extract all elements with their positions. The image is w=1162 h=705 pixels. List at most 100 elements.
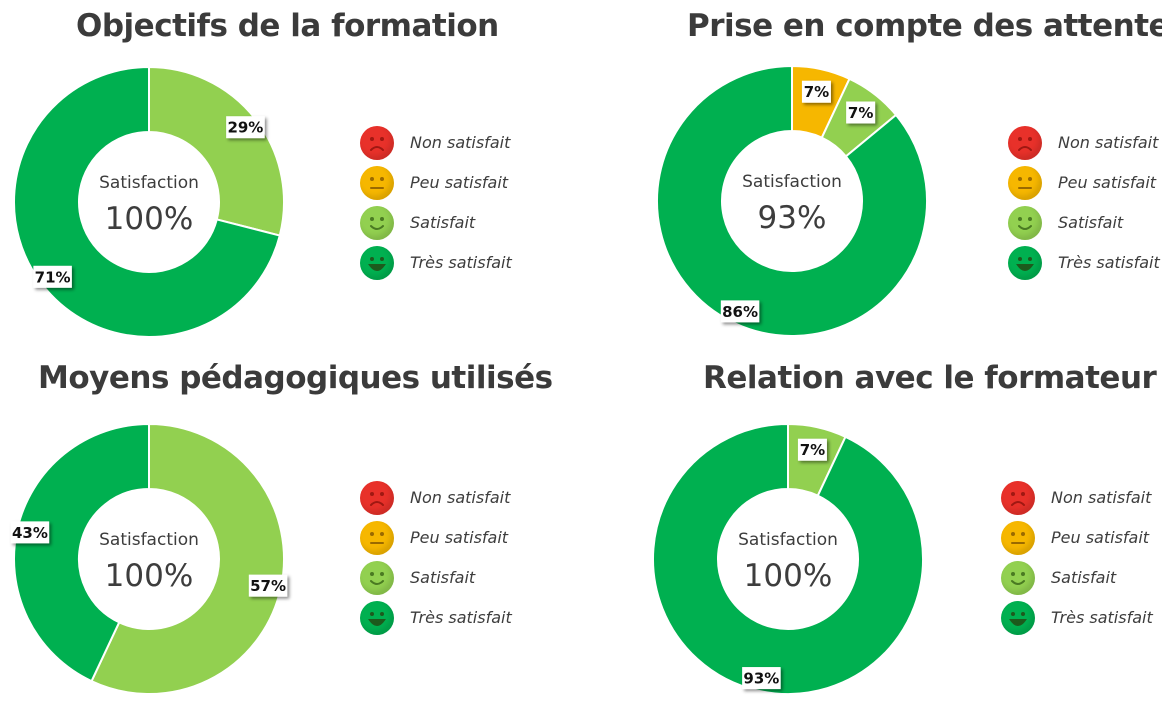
donut-hole [79,489,219,629]
legend-item-peu-satisfait: Peu satisfait [358,519,558,559]
donut-center: Satisfaction 100% [14,67,284,337]
legend-item-non-satisfait: Non satisfait [1006,124,1162,164]
donut-chart: 7% 7% 86% Satisfaction 93% [656,64,928,337]
legend-item-peu-satisfait: Peu satisfait [358,164,558,204]
chart-legend: Non satisfait Peu satisfait Satisfait Très … [999,479,1162,639]
donut-svg: 7% 93% [652,422,924,695]
legend-label: Très satisfait [1051,608,1153,627]
slice-percent: 57% [250,577,286,595]
donut-hole [722,131,862,271]
slice-percent: 93% [743,670,779,688]
label-box [846,101,876,124]
slice-percent: 7% [848,104,873,122]
legend-item-non-satisfait: Non satisfait [358,124,558,164]
grin-face-icon [1008,246,1042,280]
slice-value-label: 29% [226,116,265,139]
legend-label: Très satisfait [410,608,512,627]
legend-label: Peu satisfait [410,528,509,547]
legend-label: Satisfait [1058,213,1124,232]
legend-label: Peu satisfait [1051,528,1150,547]
label-box [248,574,288,597]
smile-face-icon [360,561,394,595]
legend-item-satisfait: Satisfait [358,204,558,244]
donut-hole [79,132,219,272]
legend-label: Satisfait [410,568,476,587]
legend-item-tres-satisfait: Très satisfait [358,599,558,639]
center-label: Satisfaction [742,172,842,192]
donut-chart: 7% 93% Satisfaction 100% [652,422,924,695]
slice-value-label: 86% [720,300,760,323]
legend-label: Non satisfait [410,133,511,152]
legend-label: Non satisfait [1058,133,1159,152]
smile-face-icon [1008,206,1042,240]
legend-item-tres-satisfait: Très satisfait [1006,244,1162,284]
slice-value-label: 7% [846,101,876,124]
slice-percent: 71% [35,268,71,286]
label-box [720,300,760,323]
legend-label: Satisfait [1051,568,1117,587]
label-box [10,521,50,544]
donut-center: Satisfaction 93% [657,66,927,336]
donut-chart: 57% 43% Satisfaction 100% [10,422,288,695]
chart-title: Moyens pédagogiques utilisés [38,360,553,396]
label-box [33,265,72,288]
legend-item-tres-satisfait: Très satisfait [999,599,1162,639]
neutral-face-icon [1008,166,1042,200]
label-box [226,116,265,139]
donut-svg: 7% 7% 86% [656,64,928,337]
frown-face-icon [360,126,394,160]
grin-face-icon [360,246,394,280]
legend-item-satisfait: Satisfait [1006,204,1162,244]
legend-label: Peu satisfait [1058,173,1157,192]
donut-svg: 29% 71% [13,65,285,338]
chart-title: Relation avec le formateur [703,360,1157,396]
slice-value-label: 7% [797,438,827,461]
legend-item-non-satisfait: Non satisfait [358,479,558,519]
label-box [797,438,827,461]
legend-item-peu-satisfait: Peu satisfait [1006,164,1162,204]
slice-tres-satisfait [13,422,150,683]
legend-label: Non satisfait [410,488,511,507]
slice-percent: 43% [12,524,48,542]
chart-title: Objectifs de la formation [76,8,499,44]
legend-label: Peu satisfait [410,173,509,192]
legend-item-satisfait: Satisfait [358,559,558,599]
center-label: Satisfaction [99,530,199,550]
slice-percent: 86% [722,303,758,321]
chart-panel-relation: Relation avec le formateur 7% 93% Satisfa… [581,352,1162,705]
chart-panel-attentes: Prise en compte des attentes 7% 7% 86% Sat… [581,0,1162,352]
frown-face-icon [360,481,394,515]
grin-face-icon [360,601,394,635]
slice-value-label: 93% [742,667,781,690]
smile-face-icon [1001,561,1035,595]
legend-item-tres-satisfait: Très satisfait [358,244,558,284]
donut-svg: 57% 43% [10,422,288,695]
slice-value-label: 71% [33,265,72,288]
legend-label: Satisfait [410,213,476,232]
chart-legend: Non satisfait Peu satisfait Satisfait Très … [1006,124,1162,284]
center-value: 100% [104,558,194,594]
neutral-face-icon [360,521,394,555]
chart-title: Prise en compte des attentes [687,8,1162,44]
slice-percent: 29% [227,119,263,137]
slice-value-label: 43% [10,521,50,544]
legend-item-non-satisfait: Non satisfait [999,479,1162,519]
chart-panel-objectifs: Objectifs de la formation 29% 71% Satisfa… [0,0,581,352]
legend-item-peu-satisfait: Peu satisfait [999,519,1162,559]
chart-legend: Non satisfait Peu satisfait Satisfait Très … [358,124,558,284]
grin-face-icon [1001,601,1035,635]
chart-legend: Non satisfait Peu satisfait Satisfait Très … [358,479,558,639]
legend-label: Très satisfait [1058,253,1160,272]
slice-percent: 7% [804,83,829,101]
legend-item-satisfait: Satisfait [999,559,1162,599]
frown-face-icon [1008,126,1042,160]
center-value: 93% [757,200,827,236]
center-label: Satisfaction [99,173,199,193]
label-box [801,80,831,103]
center-value: 100% [104,201,194,237]
donut-chart: 29% 71% Satisfaction 100% [13,65,285,338]
legend-label: Non satisfait [1051,488,1152,507]
slice-percent: 7% [800,441,825,459]
donut-center: Satisfaction 100% [14,424,284,694]
legend-label: Très satisfait [410,253,512,272]
